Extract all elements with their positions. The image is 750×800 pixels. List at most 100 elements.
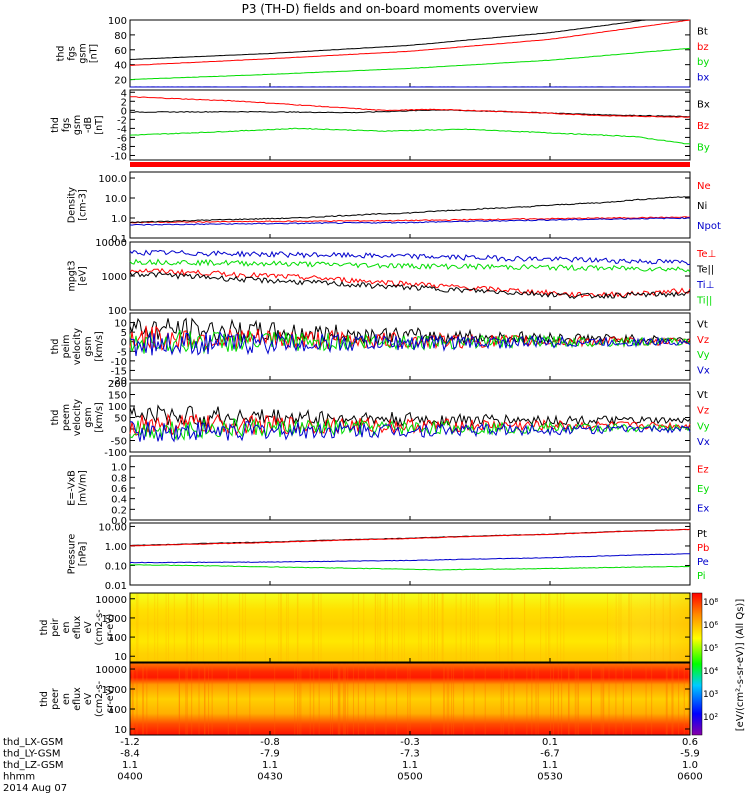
y-tick-label: 100.0 bbox=[98, 174, 127, 185]
legend-Te⊥: Te⊥ bbox=[696, 249, 716, 260]
legend-Te||: Te|| bbox=[696, 264, 714, 275]
panel-efield: 1.00.80.60.40.20.0 E=-VxB [mV/m] Ez Ey Ex bbox=[67, 455, 709, 527]
y-tick-label: 40 bbox=[114, 61, 127, 72]
y-axis-label: Pressure bbox=[67, 534, 78, 575]
y-tick-label: 100 bbox=[108, 633, 127, 644]
ephemeris-value: 0400 bbox=[117, 772, 142, 783]
series-density-Npot bbox=[129, 217, 691, 226]
y-axis-label: peim bbox=[61, 335, 72, 359]
y-tick-label: 10000 bbox=[95, 238, 127, 249]
y-tick-label: 0.4 bbox=[111, 495, 127, 506]
y-tick-label: 10000 bbox=[95, 665, 127, 676]
series-temperature-Te|| bbox=[129, 271, 691, 300]
ephemeris-value: -0.8 bbox=[260, 737, 280, 748]
colorbar-gradient bbox=[691, 592, 703, 736]
y-axis-label: peer bbox=[50, 688, 61, 710]
series-peim_velocity-Vt bbox=[129, 317, 691, 346]
y-axis-label: thd bbox=[39, 691, 50, 707]
y-tick-label: -15 bbox=[111, 366, 127, 377]
y-axis-label: thd bbox=[50, 339, 61, 355]
y-axis-label: (cm2-s- bbox=[94, 609, 105, 645]
y-axis-label: gsm bbox=[83, 407, 94, 427]
y-tick-label: 150 bbox=[108, 391, 127, 402]
y-axis-label: sr-eV) bbox=[105, 685, 116, 713]
panel-frame bbox=[129, 455, 691, 521]
panel-peir_eflux: 10000 1000 100 10 thd peir en eflux eV (cm2-s-sr-… bbox=[39, 592, 691, 663]
y-tick-label: -10 bbox=[111, 151, 127, 162]
colorbar-tick: 10² bbox=[703, 713, 718, 723]
y-tick-label: 0 bbox=[121, 338, 127, 349]
spectrogram-shade bbox=[130, 593, 690, 662]
ephemeris-value: 0500 bbox=[397, 772, 422, 783]
y-axis-label: [nPa] bbox=[78, 542, 89, 567]
legend-bx: bx bbox=[697, 72, 709, 83]
legend-Ne: Ne bbox=[697, 181, 711, 192]
ephemeris-value: 0430 bbox=[257, 772, 282, 783]
y-tick-label: 50 bbox=[114, 414, 127, 425]
colorbar-tick: 10³ bbox=[703, 690, 718, 700]
panel-fgs_gsm_db: 420-2-4-6-8-10 thd fgs gsm -dB [nT] Bx Bz By bbox=[50, 88, 710, 162]
y-axis-label: fgs bbox=[61, 118, 72, 132]
legend-Pe: Pe bbox=[697, 557, 709, 568]
y-axis-label: fgs bbox=[67, 46, 78, 60]
ephemeris-value: -7.3 bbox=[400, 749, 420, 760]
y-axis-label: [km/s] bbox=[94, 402, 105, 432]
y-tick-label: 0.0 bbox=[111, 516, 127, 527]
ephemeris-value: 1.1 bbox=[542, 760, 558, 771]
ephemeris-label: thd_LZ-GSM bbox=[3, 760, 64, 771]
ephemeris-value: -6.7 bbox=[540, 749, 560, 760]
series-fgs_gsm_mag-bz bbox=[130, 19, 691, 66]
y-axis-label: [cm-3] bbox=[78, 189, 89, 220]
series-fgs_gsm_mag-by bbox=[129, 47, 691, 81]
y-axis-label: velocity bbox=[72, 399, 83, 437]
legend-Npot: Npot bbox=[697, 221, 721, 232]
y-tick-label: -2 bbox=[117, 115, 127, 126]
panel-density: 100.0 10.0 1.0 0.1 Density [cm-3] Ne Ni Npot bbox=[67, 171, 721, 245]
legend-Ni: Ni bbox=[697, 201, 707, 212]
y-tick-label: 10000 bbox=[95, 595, 127, 606]
y-tick-label: 0.2 bbox=[111, 505, 127, 516]
colorbar-tick: 10⁴ bbox=[703, 667, 718, 677]
y-tick-label: 1.0 bbox=[111, 214, 127, 225]
y-tick-label: -50 bbox=[111, 437, 127, 448]
series-temperature-Ti⊥ bbox=[129, 249, 691, 266]
ephemeris-label: thd_LY-GSM bbox=[3, 749, 60, 760]
y-tick-label: 1.0 bbox=[111, 463, 127, 474]
y-axis-label: velocity bbox=[72, 328, 83, 366]
y-tick-label: 1.00 bbox=[105, 542, 127, 553]
ephemeris-value: 0.1 bbox=[542, 737, 558, 748]
ephemeris-value: -7.9 bbox=[260, 749, 280, 760]
ephemeris-value: -5.9 bbox=[680, 749, 700, 760]
series-pressure-Pi bbox=[129, 564, 691, 571]
legend-Vy: Vy bbox=[697, 421, 710, 432]
legend-Pi: Pi bbox=[697, 571, 706, 582]
y-axis-label: gsm bbox=[78, 43, 89, 63]
ephemeris-value: 1.1 bbox=[122, 760, 138, 771]
ephemeris-label: hhmm bbox=[3, 772, 35, 783]
y-tick-label: 10 bbox=[114, 319, 127, 330]
y-tick-label: 0.10 bbox=[105, 561, 127, 572]
series-temperature-Ti|| bbox=[129, 258, 691, 273]
y-tick-label: 0.01 bbox=[105, 581, 127, 592]
y-axis-label: sr-eV) bbox=[105, 614, 116, 642]
legend-Ey: Ey bbox=[697, 484, 709, 495]
ephemeris-value: 0600 bbox=[677, 772, 702, 783]
y-axis-label: en bbox=[61, 622, 72, 634]
y-axis-label: peir bbox=[50, 618, 61, 637]
y-axis-label: eflux bbox=[72, 615, 83, 639]
panel-pressure: 10.00 1.00 0.10 0.01 Pressure [nPa] Pt Pb Pe Pi bbox=[67, 522, 710, 592]
y-axis-label: [nT] bbox=[89, 44, 100, 63]
spectrogram-peer_eflux bbox=[130, 663, 690, 735]
y-tick-label: 20 bbox=[114, 76, 127, 87]
series-fgs_gsm_db-By bbox=[129, 127, 690, 145]
panel-frame bbox=[129, 19, 691, 88]
y-tick-label: 100 bbox=[108, 306, 127, 317]
y-axis-label: thd bbox=[56, 46, 67, 62]
ephemeris-value: 0530 bbox=[537, 772, 562, 783]
y-tick-label: 4 bbox=[121, 88, 127, 99]
y-axis-label: Density bbox=[67, 187, 78, 223]
legend-Ez: Ez bbox=[697, 465, 709, 476]
y-axis-label: gsm bbox=[83, 336, 94, 356]
series-peim_velocity-Vx bbox=[129, 330, 691, 357]
y-axis-label: [mV/m] bbox=[78, 470, 89, 506]
